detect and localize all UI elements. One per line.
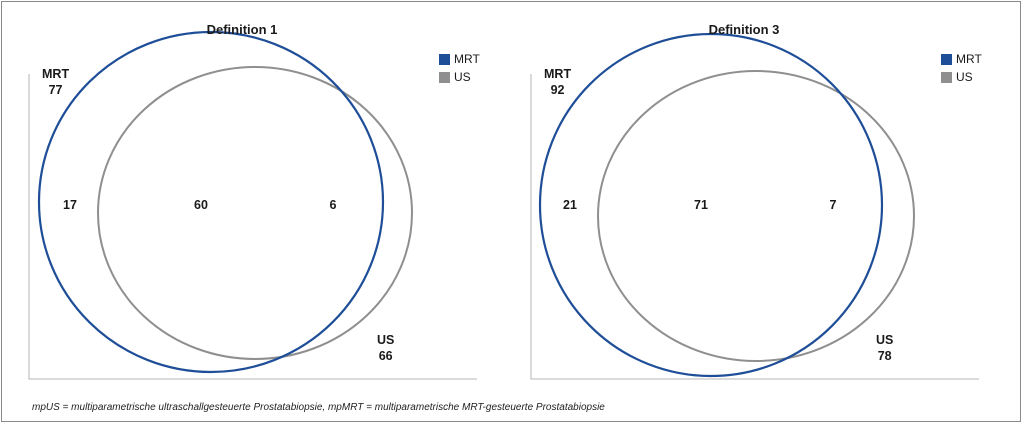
legend-label: US bbox=[454, 70, 471, 84]
panel-axis-lines bbox=[530, 74, 979, 380]
us-set-circle bbox=[97, 66, 413, 360]
footnote: mpUS = multiparametrische ultraschallges… bbox=[32, 402, 605, 413]
mrt-set-circle bbox=[37, 30, 385, 374]
set-total: 77 bbox=[48, 83, 63, 97]
mrt-only-count: 17 bbox=[63, 198, 77, 212]
legend-item-us: US bbox=[439, 68, 480, 86]
us-set-label: US 66 bbox=[377, 332, 394, 364]
venn-panel-definition-3: Definition 3 MRT US MRT 92 US 78 21 71 7 bbox=[504, 2, 984, 382]
mrt-only-count: 21 bbox=[563, 198, 577, 212]
us-only-count: 7 bbox=[829, 198, 837, 212]
set-name: US bbox=[876, 333, 894, 347]
set-name: MRT bbox=[42, 67, 70, 81]
mrt-set-circle bbox=[538, 32, 884, 378]
legend-label: MRT bbox=[454, 52, 480, 66]
intersection-count: 60 bbox=[194, 198, 208, 212]
us-only-count: 6 bbox=[329, 198, 337, 212]
legend-item-mrt: MRT bbox=[439, 50, 480, 68]
set-name: MRT bbox=[544, 67, 572, 81]
venn-diagram-3 bbox=[530, 32, 979, 380]
set-total: 92 bbox=[550, 83, 565, 97]
mrt-swatch-icon bbox=[941, 53, 952, 65]
set-total: 78 bbox=[877, 349, 892, 363]
panel-axis-lines bbox=[28, 74, 477, 380]
legend-item-us: US bbox=[941, 68, 982, 86]
mrt-swatch-icon bbox=[439, 53, 450, 65]
mrt-set-label: MRT 77 bbox=[42, 66, 69, 98]
legend-item-mrt: MRT bbox=[941, 50, 982, 68]
set-name: US bbox=[377, 333, 395, 347]
us-swatch-icon bbox=[439, 71, 450, 83]
legend: MRT US bbox=[439, 50, 480, 86]
panel-title: Definition 3 bbox=[708, 22, 780, 37]
venn-diagram-1 bbox=[28, 30, 477, 380]
venn-panel-definition-1: Definition 1 MRT US MRT 77 US 66 17 60 6 bbox=[2, 2, 482, 382]
panel-title: Definition 1 bbox=[206, 22, 278, 37]
us-set-circle bbox=[597, 70, 915, 362]
mrt-set-label: MRT 92 bbox=[544, 66, 571, 98]
legend-label: MRT bbox=[956, 52, 982, 66]
intersection-count: 71 bbox=[694, 198, 708, 212]
set-total: 66 bbox=[378, 349, 393, 363]
us-swatch-icon bbox=[941, 71, 952, 83]
legend: MRT US bbox=[941, 50, 982, 86]
us-set-label: US 78 bbox=[876, 332, 893, 364]
legend-label: US bbox=[956, 70, 973, 84]
